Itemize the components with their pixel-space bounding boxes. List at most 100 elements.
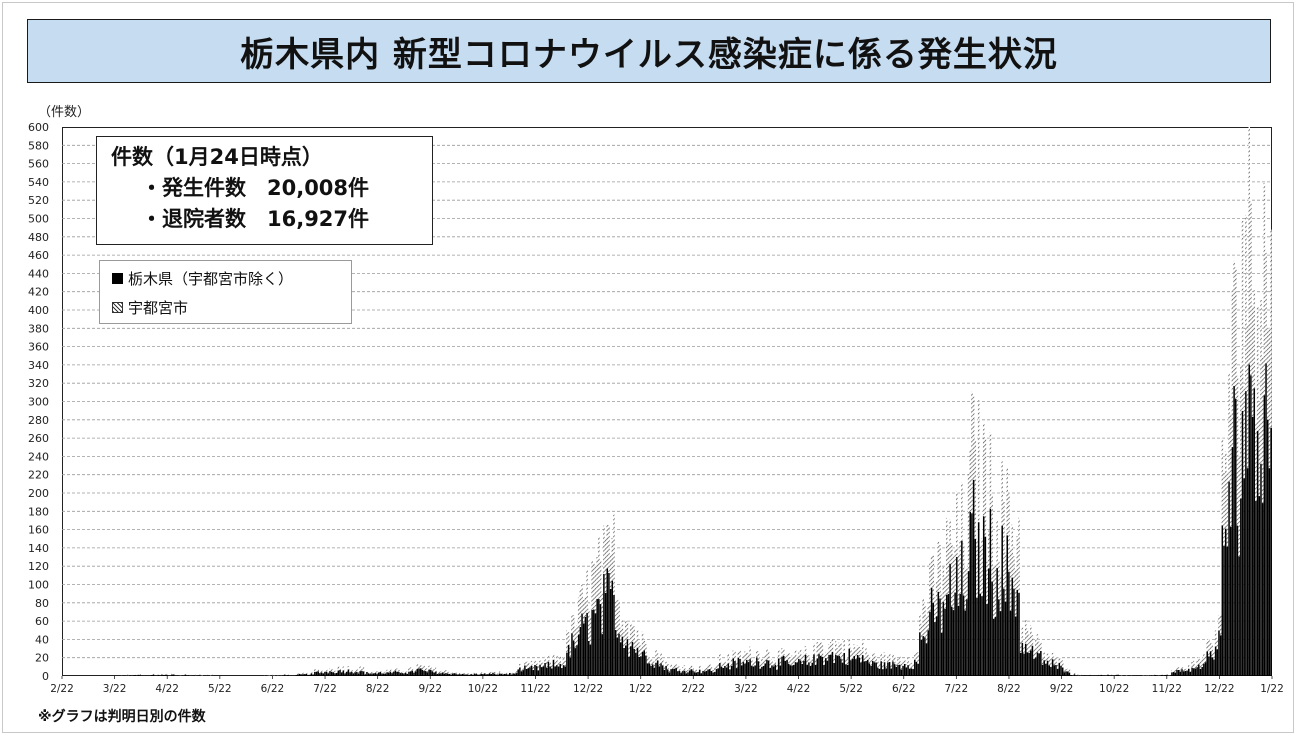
bar-tochigi	[297, 674, 299, 676]
bar-tochigi	[1046, 660, 1049, 676]
bar-utsunomiya	[473, 672, 476, 674]
bar-utsunomiya	[1176, 667, 1178, 670]
bar-tochigi	[888, 661, 891, 676]
bar-tochigi	[1211, 657, 1214, 676]
bar-utsunomiya	[688, 667, 691, 671]
bar-tochigi	[152, 674, 155, 676]
bar-utsunomiya	[302, 672, 304, 675]
bar-utsunomiya	[655, 650, 657, 663]
bar-utsunomiya	[784, 655, 787, 661]
bar-tochigi	[1107, 674, 1109, 676]
bar-utsunomiya	[596, 557, 598, 599]
bar-tochigi	[737, 657, 740, 676]
bar-utsunomiya	[404, 671, 407, 673]
bar-utsunomiya	[1224, 451, 1227, 529]
bar-tochigi	[129, 675, 131, 676]
bar-tochigi	[377, 672, 380, 676]
bar-tochigi	[653, 667, 656, 676]
bar-utsunomiya	[1004, 552, 1007, 602]
bar-utsunomiya	[890, 664, 893, 669]
bar-tochigi	[381, 673, 383, 676]
bar-tochigi	[388, 672, 390, 676]
bar-utsunomiya	[850, 647, 852, 661]
bar-utsunomiya	[188, 674, 190, 676]
bar-tochigi	[346, 671, 348, 676]
bar-utsunomiya	[1031, 635, 1034, 646]
bar-tochigi	[312, 674, 314, 676]
bar-tochigi	[1080, 675, 1082, 676]
x-tick-label: 12/22	[1204, 683, 1234, 695]
bar-utsunomiya	[1241, 220, 1244, 411]
bar-tochigi	[295, 674, 298, 676]
bar-tochigi	[581, 613, 583, 676]
bar-tochigi	[959, 594, 961, 676]
bar-utsunomiya	[332, 669, 335, 673]
bar-tochigi	[1006, 535, 1009, 676]
x-tick-label: 12/22	[573, 683, 603, 695]
bar-utsunomiya	[388, 671, 390, 673]
bar-utsunomiya	[1051, 652, 1054, 660]
bar-tochigi	[1013, 588, 1015, 676]
bar-tochigi	[1223, 545, 1225, 676]
bar-tochigi	[594, 613, 597, 676]
bar-tochigi	[609, 588, 612, 676]
bar-tochigi	[171, 674, 173, 676]
bar-tochigi	[1048, 665, 1051, 676]
bar-tochigi	[1265, 363, 1267, 676]
bar-tochigi	[467, 674, 469, 676]
bar-utsunomiya	[391, 671, 393, 674]
bar-tochigi	[391, 673, 393, 676]
bar-utsunomiya	[470, 672, 472, 675]
bar-tochigi	[809, 665, 812, 676]
bar-utsunomiya	[989, 432, 992, 509]
bar-tochigi	[952, 610, 955, 676]
bar-tochigi	[794, 662, 797, 676]
bar-tochigi	[1009, 610, 1012, 676]
bar-utsunomiya	[329, 668, 331, 672]
bar-utsunomiya	[915, 651, 918, 663]
bar-tochigi	[861, 655, 864, 676]
bar-tochigi	[668, 672, 671, 676]
bar-tochigi	[1189, 671, 1192, 676]
bar-utsunomiya	[362, 667, 365, 672]
bar-tochigi	[1246, 468, 1249, 676]
x-tick-label: 4/22	[787, 683, 811, 695]
bar-utsunomiya	[1181, 666, 1183, 670]
bar-tochigi	[314, 671, 316, 676]
bar-tochigi	[1056, 668, 1059, 676]
bar-utsunomiya	[788, 652, 790, 664]
bar-utsunomiya	[653, 661, 656, 668]
bar-utsunomiya	[542, 662, 545, 667]
bar-utsunomiya	[441, 670, 444, 673]
bar-utsunomiya	[1194, 665, 1197, 669]
bar-utsunomiya	[1260, 299, 1262, 464]
bar-utsunomiya	[1236, 375, 1239, 526]
bar-utsunomiya	[781, 648, 783, 657]
y-tick-label: 540	[28, 176, 49, 189]
bar-utsunomiya	[1016, 536, 1019, 590]
bar-utsunomiya	[527, 661, 530, 669]
bar-tochigi	[744, 663, 746, 676]
bar-tochigi	[502, 674, 504, 676]
bar-utsunomiya	[337, 665, 340, 671]
bar-utsunomiya	[910, 662, 913, 669]
bar-tochigi	[870, 665, 872, 676]
bar-tochigi	[1058, 662, 1061, 676]
bar-tochigi	[872, 660, 874, 676]
bar-utsunomiya	[586, 569, 588, 613]
bar-tochigi	[698, 669, 701, 676]
bar-utsunomiya	[967, 474, 970, 572]
bar-tochigi	[715, 669, 718, 676]
bar-utsunomiya	[1053, 656, 1056, 666]
bar-tochigi	[924, 637, 926, 676]
bar-utsunomiya	[487, 673, 489, 675]
bar-utsunomiya	[1100, 673, 1103, 675]
bar-utsunomiya	[631, 625, 634, 642]
y-tick-label: 0	[42, 670, 49, 683]
bar-utsunomiya	[732, 650, 735, 659]
bar-tochigi	[1199, 668, 1202, 676]
bar-tochigi	[803, 660, 805, 676]
bar-utsunomiya	[556, 654, 558, 666]
bar-tochigi	[268, 675, 271, 676]
bar-tochigi	[557, 666, 560, 676]
